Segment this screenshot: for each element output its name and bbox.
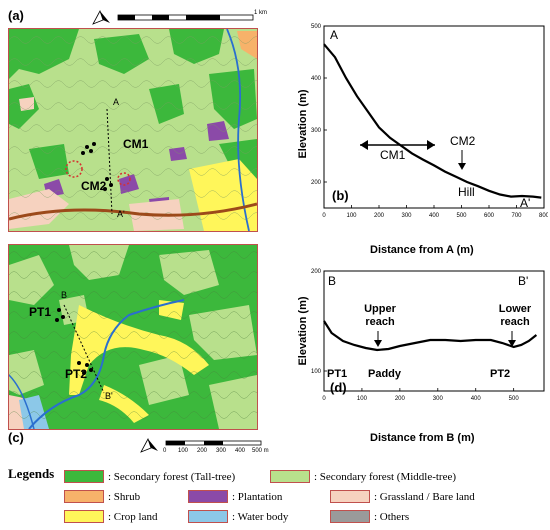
- chart-b-annot-cm2: CM2: [450, 134, 476, 148]
- chart-d-y-tick-label: 100: [311, 369, 322, 375]
- chart-b-x-tick-label: 200: [374, 213, 385, 219]
- map-c: B B' PT1 PT2: [8, 244, 258, 430]
- chart-b: 0 100 200 300 400 500 600 700 800 200 300 400 500: [311, 24, 548, 219]
- chart-d-annot-upper: Upper reach: [364, 303, 396, 328]
- point-b: B: [61, 290, 68, 300]
- map-a: A A' CM1 CM2: [8, 28, 258, 232]
- scalebar-c-tick: 200: [197, 448, 208, 454]
- legend-swatch: [64, 490, 104, 503]
- legend-item-plantation: : Plantation: [188, 490, 282, 503]
- legend-label: : Plantation: [232, 490, 283, 503]
- map-c-svg: [9, 245, 257, 429]
- scalebar-c-tick: 0: [163, 448, 167, 454]
- chart-d-y-tick-label: 200: [311, 269, 322, 275]
- chart-d-x-tick-label: 300: [433, 396, 444, 402]
- legend-label: : Water body: [232, 510, 289, 523]
- chart-d: 0 100 200 300 400 500 100 200: [311, 269, 545, 402]
- chart-d-x-tick-label: 200: [395, 396, 406, 402]
- scalebar-a: [92, 9, 254, 25]
- chart-b-start-label: A: [330, 28, 339, 42]
- chart-b-profile-line: [323, 43, 542, 199]
- label-pt2: PT2: [65, 367, 88, 381]
- legend-item-middle-tree: : Secondary forest (Middle-tree): [270, 470, 456, 483]
- chart-b-x-tick-label: 700: [511, 213, 522, 219]
- legend-item-crop-land: : Crop land: [64, 510, 158, 523]
- chart-b-xlabel: Distance from A (m): [370, 244, 474, 256]
- scalebar-c-tick: 500 m: [252, 448, 269, 454]
- legend-swatch: [188, 490, 228, 503]
- chart-b-y-tick-label: 200: [311, 180, 322, 186]
- label-cm2: CM2: [81, 179, 107, 193]
- scalebar-c-tick: 100: [178, 448, 189, 454]
- legend-label: : Shrub: [108, 490, 141, 503]
- chart-d-xlabel: Distance from B (m): [370, 432, 475, 444]
- chart-b-x-tick-label: 100: [346, 213, 357, 219]
- chart-b-x-tick-label: 800: [539, 213, 548, 219]
- panel-label-a: (a): [8, 8, 24, 23]
- cm1-arrow-right: [427, 140, 435, 150]
- label-pt1: PT1: [29, 305, 52, 319]
- point-a: A: [113, 97, 120, 107]
- legend-item-others: : Others: [330, 510, 409, 523]
- legend-swatch: [270, 470, 310, 483]
- chart-d-annot-lower: Lower reach: [498, 303, 532, 328]
- cm2-arrow: [458, 163, 466, 170]
- chart-b-frame: [323, 25, 545, 209]
- legend-item-tall-tree: : Secondary forest (Tall-tree): [64, 470, 235, 483]
- panel-label-d: (d): [330, 380, 347, 395]
- legend-swatch: [64, 510, 104, 523]
- chart-d-frame: [323, 270, 545, 392]
- point-b-prime: B': [105, 391, 113, 401]
- chart-d-ylabel: Elevation (m): [297, 296, 309, 366]
- legend-swatch: [64, 470, 104, 483]
- chart-d-x-tick-label: 0: [322, 396, 326, 402]
- chart-b-x-tick-label: 400: [429, 213, 440, 219]
- lower-reach-arrow: [508, 340, 516, 347]
- legend-item-water-body: : Water body: [188, 510, 288, 523]
- chart-b-x-tick-label: 300: [401, 213, 412, 219]
- chart-b-x-tick-label: 0: [322, 213, 326, 219]
- legend-swatch: [330, 490, 370, 503]
- scalebar-c: [140, 437, 262, 453]
- chart-b-end-label: A': [520, 196, 531, 210]
- chart-b-y-tick-label: 400: [311, 76, 322, 82]
- legend-swatch: [188, 510, 228, 523]
- chart-b-annot-cm1: CM1: [380, 148, 406, 162]
- chart-d-x-tick-label: 100: [357, 396, 368, 402]
- chart-d-annot-pt2: PT2: [490, 368, 511, 380]
- chart-d-x-tick-label: 500: [509, 396, 520, 402]
- chart-b-x-tick-label: 600: [484, 213, 495, 219]
- legend-title: Legends: [8, 466, 55, 481]
- chart-d-x-tick-label: 400: [471, 396, 482, 402]
- chart-d-annot-pt1: PT1: [327, 368, 348, 380]
- legend-label: : Crop land: [108, 510, 158, 523]
- chart-d-end-label: B': [518, 274, 529, 288]
- legend-label: : Secondary forest (Middle-tree): [314, 470, 457, 483]
- chart-b-ylabel: Elevation (m): [297, 89, 309, 159]
- legend-label: : Secondary forest (Tall-tree): [108, 470, 236, 483]
- chart-b-y-tick-label: 500: [311, 24, 322, 30]
- chart-b-y-tick-label: 300: [311, 128, 322, 134]
- scalebar-c-tick: 300: [216, 448, 227, 454]
- legend-swatch: [330, 510, 370, 523]
- chart-d-start-label: B: [328, 274, 337, 288]
- scalebar-c-tick: 400: [235, 448, 246, 454]
- legend-label: : Others: [374, 510, 410, 523]
- map-a-svg: [9, 29, 257, 231]
- legend-label: : Grassland / Bare land: [374, 490, 475, 503]
- upper-reach-arrow: [374, 340, 382, 347]
- label-cm1: CM1: [123, 137, 149, 151]
- scalebar-a-label: 1 km: [254, 10, 268, 16]
- legend-item-grassland: : Grassland / Bare land: [330, 490, 475, 503]
- chart-d-profile-line: [323, 320, 538, 352]
- panel-label-c: (c): [8, 430, 24, 445]
- chart-b-x-tick-label: 500: [456, 213, 467, 219]
- point-a-prime: A': [117, 209, 125, 219]
- chart-b-annot-hill: Hill: [458, 185, 475, 199]
- panel-label-b: (b): [332, 188, 349, 203]
- chart-d-annot-paddy: Paddy: [368, 368, 402, 380]
- cm1-arrow-left: [360, 140, 368, 150]
- legend-item-shrub: : Shrub: [64, 490, 140, 503]
